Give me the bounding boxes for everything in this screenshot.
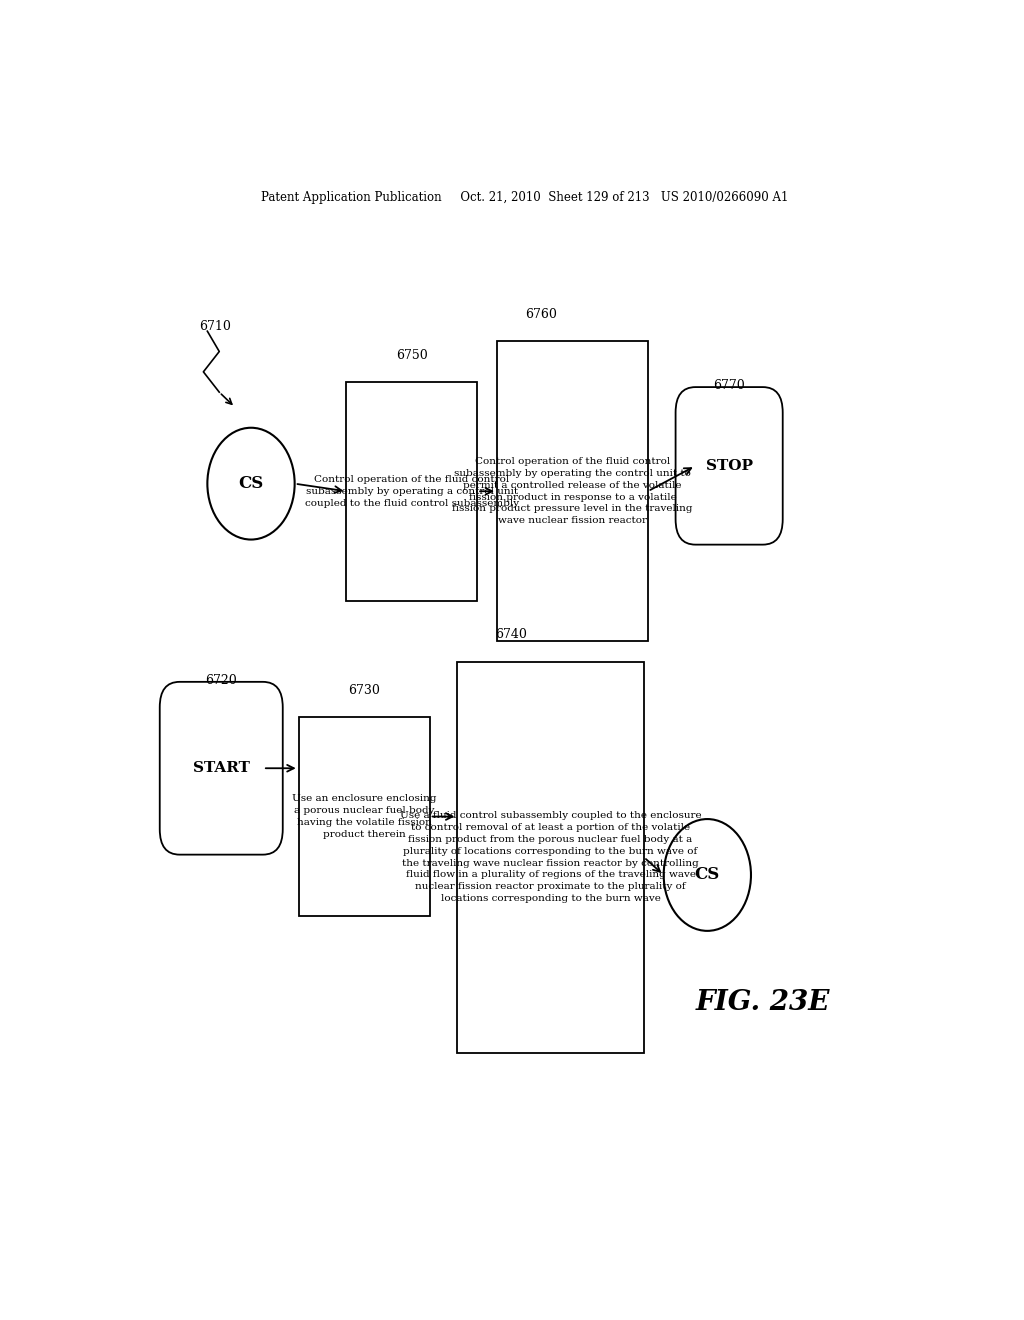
FancyBboxPatch shape	[458, 661, 644, 1053]
Text: Control operation of the fluid control
subassembly by operating the control unit: Control operation of the fluid control s…	[453, 457, 692, 525]
FancyBboxPatch shape	[497, 342, 648, 642]
Text: CS: CS	[239, 475, 263, 492]
Text: Control operation of the fluid control
subassembly by operating a control unit
c: Control operation of the fluid control s…	[305, 475, 519, 508]
Text: 6720: 6720	[206, 675, 238, 686]
Text: Patent Application Publication     Oct. 21, 2010  Sheet 129 of 213   US 2010/026: Patent Application Publication Oct. 21, …	[261, 190, 788, 203]
FancyBboxPatch shape	[299, 718, 430, 916]
Text: STOP: STOP	[706, 459, 753, 473]
Text: START: START	[193, 762, 250, 775]
Text: 6750: 6750	[396, 348, 428, 362]
Text: CS: CS	[694, 866, 720, 883]
Text: Use an enclosure enclosing
a porous nuclear fuel body
having the volatile fissio: Use an enclosure enclosing a porous nucl…	[292, 795, 436, 838]
FancyBboxPatch shape	[676, 387, 782, 545]
Text: 6760: 6760	[524, 308, 557, 321]
Text: 6740: 6740	[495, 628, 527, 642]
Text: 6770: 6770	[714, 379, 745, 392]
Text: 6730: 6730	[348, 684, 380, 697]
Text: FIG. 23E: FIG. 23E	[695, 989, 830, 1015]
FancyBboxPatch shape	[346, 381, 477, 601]
Text: 6710: 6710	[200, 319, 231, 333]
Text: Use a fluid control subassembly coupled to the enclosure
to control removal of a: Use a fluid control subassembly coupled …	[399, 812, 701, 903]
FancyBboxPatch shape	[160, 682, 283, 854]
